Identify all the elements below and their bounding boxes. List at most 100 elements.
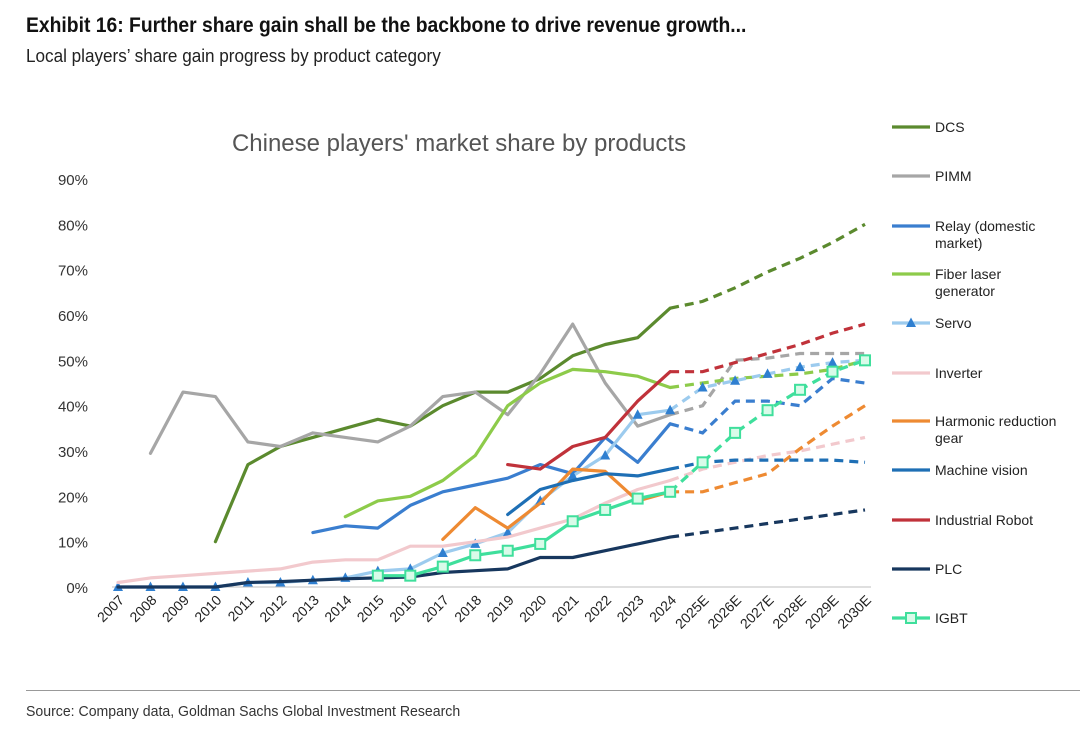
x-tick-label: 2030E [834,592,874,632]
legend-item: Inverter [892,365,983,381]
series-line-forecast [669,435,866,483]
data-point [761,404,774,417]
legend-label: DCS [935,119,965,135]
y-tick-label: 20% [58,489,88,506]
series-line-actual [506,370,672,471]
data-point [600,450,611,460]
series-line-actual [311,422,672,535]
series-line-actual [116,535,672,589]
y-tick-label: 30% [58,444,88,461]
y-tick-label: 40% [58,399,88,416]
legend-item: Fiber laser generator [892,266,1001,299]
y-tick-label: 0% [66,580,88,597]
legend-label: Relay (domestic market) [935,218,1035,251]
data-point [697,382,708,392]
legend-item: DCS [892,119,965,135]
data-point [437,547,448,557]
exhibit-subtitle: Local players’ share gain progress by pr… [26,46,441,66]
data-point [534,537,547,550]
series-layer [113,222,871,591]
x-tick-label: 2021 [548,592,581,625]
chart-title: Chinese players' market share by product… [232,130,686,157]
data-point [566,515,579,528]
legend-item: Machine vision [892,462,1028,478]
x-tick-label: 2022 [581,592,614,625]
legend-item: Relay (domestic market) [892,218,1035,251]
y-tick-label: 60% [58,308,88,325]
x-tick-label: 2029E [802,592,842,632]
legend-item: PLC [892,561,962,577]
data-point [502,527,513,537]
legend-label: IGBT [935,610,968,626]
x-tick-label: 2014 [321,592,354,625]
legend-label: Servo [935,315,972,331]
series-line-forecast [669,222,866,310]
x-tick-label: 2015 [354,592,387,625]
data-point [404,569,417,582]
legend-label: Industrial Robot [935,512,1033,528]
legend-item: Industrial Robot [892,512,1033,528]
legend-marker [906,317,916,327]
legend-item: IGBT [892,610,968,626]
x-tick-label: 2027E [737,592,777,632]
data-point [729,426,742,439]
series-line-actual [506,467,672,517]
data-point [599,503,612,516]
data-point [664,485,677,498]
x-tick-label: 2020 [516,592,549,625]
y-tick-label: 80% [58,217,88,234]
legend-label: Inverter [935,365,983,381]
y-tick-label: 50% [58,353,88,370]
x-tick-label: 2018 [451,592,484,625]
data-point [859,354,871,367]
x-tick-label: 2013 [289,592,322,625]
data-point [795,361,806,372]
series-machine-vision [506,458,866,517]
y-tick-label: 90% [58,172,88,189]
data-point [730,375,741,385]
data-point [762,368,773,378]
data-point [631,492,644,505]
x-tick-label: 2025E [672,592,712,632]
data-point [567,470,578,480]
legend-item: PIMM [892,168,972,184]
data-point [371,569,384,582]
series-line-forecast [669,358,866,493]
y-tick-label: 10% [58,535,88,552]
x-tick-label: 2016 [386,592,419,625]
source-note: Source: Company data, Goldman Sachs Glob… [26,703,461,720]
series-line-actual [148,322,672,455]
x-tick-label: 2007 [94,592,127,625]
legend-marker [905,612,917,624]
series-line-actual [376,490,672,578]
legend-label: PLC [935,561,962,577]
data-point [665,404,676,415]
x-tick-label: 2023 [613,592,646,625]
line-chart: Chinese players' market share by product… [58,119,1056,632]
series-relay-domestic-market [311,376,866,535]
x-tick-label: 2028E [769,592,809,632]
series-line-actual [116,478,672,585]
x-tick-label: 2012 [256,592,289,625]
series-line-forecast [670,322,866,374]
series-line-forecast [670,404,866,494]
series-igbt [371,354,871,582]
data-point [501,544,514,557]
series-pimm [148,322,865,455]
x-tick-label: 2011 [224,592,257,625]
chart-legend: DCS PIMM Relay (domestic market) Fiber laser… [892,119,1056,626]
data-point [826,365,839,378]
series-industrial-robot [506,322,866,471]
data-point [469,549,482,562]
data-point [436,560,449,573]
x-tick-label: 2008 [126,592,159,625]
y-tick-label: 70% [58,263,88,280]
exhibit-title: Exhibit 16: Further share gain shall be … [26,14,747,37]
legend-item: Harmonic reduction gear [892,413,1056,446]
x-tick-label: 2017 [419,592,452,625]
legend-label: Harmonic reduction gear [935,413,1056,446]
x-tick-label: 2009 [159,592,192,625]
data-point [794,383,807,396]
x-tick-label: 2019 [484,592,517,625]
legend-label: Fiber laser generator [935,266,1001,299]
